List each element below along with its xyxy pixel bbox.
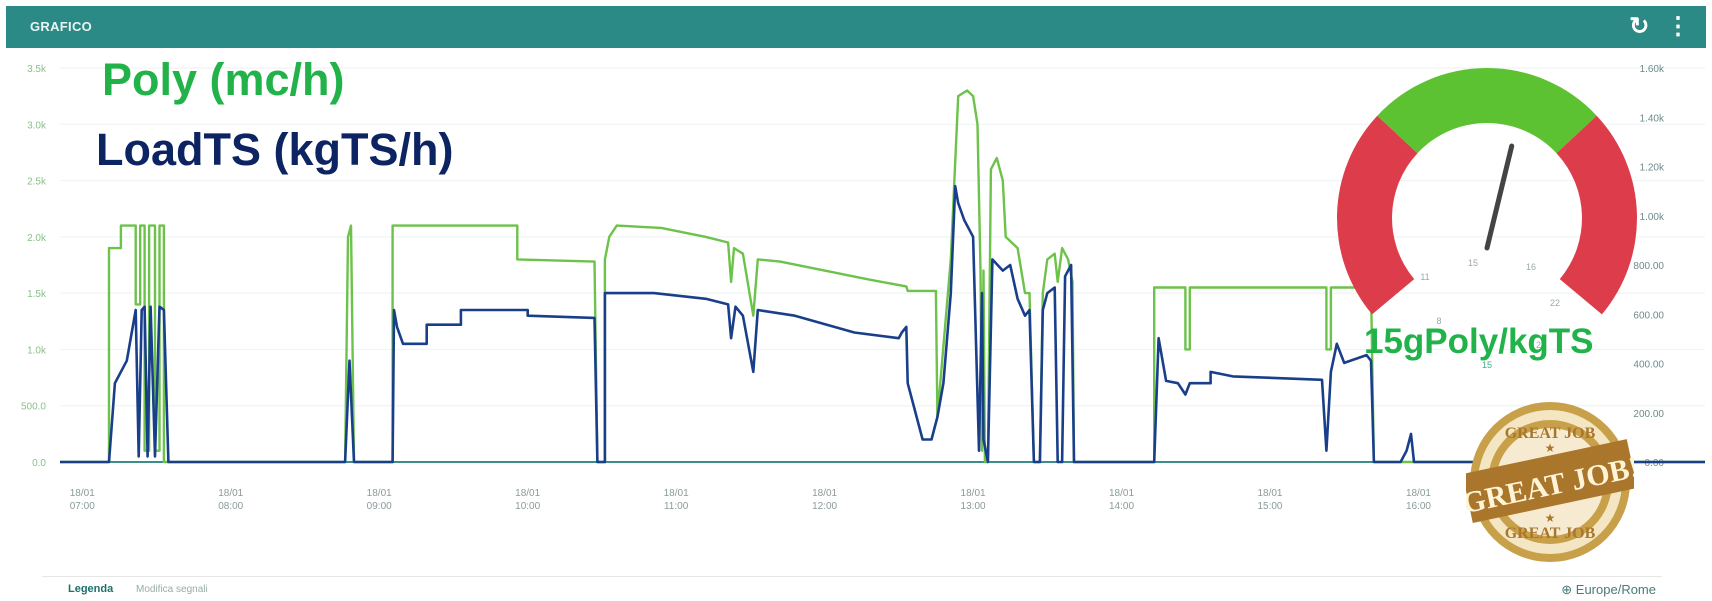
gauge: 8 11 15 16 22 23 15 <box>1337 68 1637 370</box>
left-tick-label: 3.5k <box>27 64 47 75</box>
x-tick-time: 13:00 <box>961 501 986 512</box>
globe-icon: ⊕ <box>1561 582 1573 597</box>
stamp-ring-bottom: GREAT JOB <box>1505 525 1596 542</box>
ratio-label: 15gPoly/kgTS <box>1364 322 1594 361</box>
x-tick-date: 18/01 <box>70 488 95 499</box>
svg-text:★: ★ <box>1545 441 1556 455</box>
gauge-tick-label: 23 <box>1536 340 1546 350</box>
x-tick-time: 09:00 <box>367 501 392 512</box>
left-tick-label: 1.5k <box>27 289 47 300</box>
x-tick-date: 18/01 <box>1109 488 1134 499</box>
x-tick-time: 15:00 <box>1257 501 1282 512</box>
gauge-green-band <box>1377 68 1597 154</box>
gauge-tick-label: 22 <box>1550 298 1560 308</box>
gauge-tick-label: 15 <box>1468 258 1478 268</box>
x-tick-time: 14:00 <box>1109 501 1134 512</box>
x-tick-time: 10:00 <box>515 501 540 512</box>
refresh-icon[interactable]: ↻ <box>1629 13 1650 40</box>
gauge-tick-label: 8 <box>1436 316 1441 326</box>
chart-header-bar: GRAFICO ↻ ⋮ <box>6 6 1706 48</box>
right-tick-label: 200.00 <box>1633 409 1664 420</box>
line-chart: 0.0 500.0 1.0k 1.5k 2.0k 2.5k 3.0k 3.5k 0.00 200… <box>21 64 1705 512</box>
gauge-tick-label: 11 <box>1420 272 1429 282</box>
right-tick-label: 800.00 <box>1633 261 1664 272</box>
x-tick-time: 08:00 <box>218 501 243 512</box>
gauge-red-left <box>1337 115 1418 315</box>
x-tick-date: 18/01 <box>961 488 986 499</box>
right-tick-label: 1.20k <box>1640 163 1665 174</box>
x-tick-time: 11:00 <box>664 501 689 512</box>
x-tick-date: 18/01 <box>664 488 689 499</box>
timezone-label[interactable]: ⊕ Europe/Rome <box>1561 582 1656 597</box>
gauge-red-right <box>1556 115 1637 315</box>
x-tick-date: 18/01 <box>1257 488 1282 499</box>
left-tick-label: 2.5k <box>27 177 47 188</box>
right-tick-label: 1.00k <box>1640 212 1665 223</box>
chart-footer: Legenda Modifica segnali ⊕ Europe/Rome <box>42 576 1662 601</box>
right-tick-label: 600.00 <box>1633 310 1664 321</box>
left-tick-label: 3.0k <box>27 120 47 131</box>
x-tick-time: 12:00 <box>812 501 837 512</box>
great-job-stamp-icon: GREAT JOB! GREAT JOB GREAT JOB ★ ★ <box>1466 402 1634 562</box>
gauge-needle <box>1484 143 1515 251</box>
modify-signals-link[interactable]: Modifica segnali <box>136 584 208 595</box>
svg-text:★: ★ <box>1545 511 1556 525</box>
gauge-tick-label: 16 <box>1526 262 1536 272</box>
left-tick-label: 0.0 <box>32 458 46 469</box>
left-tick-label: 1.0k <box>27 345 47 356</box>
x-tick-date: 18/01 <box>812 488 837 499</box>
chart-title: GRAFICO <box>30 19 93 34</box>
left-tick-label: 2.0k <box>27 233 47 244</box>
x-tick-date: 18/01 <box>1406 488 1431 499</box>
gauge-value-label: 15 <box>1482 360 1492 370</box>
right-tick-label: 1.60k <box>1640 64 1665 75</box>
right-tick-label: 0.00 <box>1645 458 1665 469</box>
poly-title: Poly (mc/h) <box>102 54 345 105</box>
series-load-line <box>60 184 1705 464</box>
stamp-ring-top: GREAT JOB <box>1505 425 1596 442</box>
x-tick-date: 18/01 <box>515 488 540 499</box>
right-tick-label: 400.00 <box>1633 360 1664 371</box>
x-tick-date: 18/01 <box>367 488 392 499</box>
x-tick-time: 07:00 <box>70 501 95 512</box>
load-title: LoadTS (kgTS/h) <box>96 124 454 175</box>
x-tick-date: 18/01 <box>218 488 243 499</box>
more-vertical-icon[interactable]: ⋮ <box>1666 13 1690 40</box>
legend-toggle[interactable]: Legenda <box>68 583 114 595</box>
right-tick-label: 1.40k <box>1640 113 1665 124</box>
left-tick-label: 500.0 <box>21 402 46 413</box>
x-tick-time: 16:00 <box>1406 501 1431 512</box>
